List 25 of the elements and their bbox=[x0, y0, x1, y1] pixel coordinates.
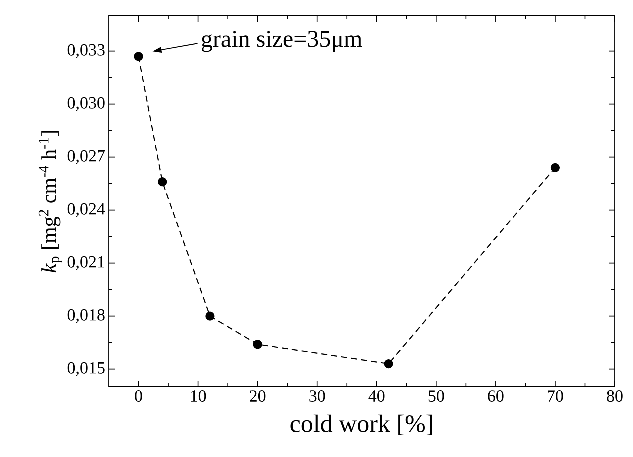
y-tick-label: 0,030 bbox=[68, 97, 105, 112]
point bbox=[550, 163, 560, 172]
point bbox=[134, 52, 144, 62]
x-tick-label: 80 bbox=[607, 390, 623, 402]
annotation: grain size=35μm bbox=[202, 31, 362, 52]
x-tick-label: 20 bbox=[250, 390, 266, 402]
y-tick-label: 0,018 bbox=[68, 309, 105, 324]
x-tick-label: 70 bbox=[548, 390, 564, 402]
x-axis-title: cold work [%] bbox=[290, 414, 432, 436]
y-tick-label: 0,024 bbox=[68, 203, 106, 218]
x-tick-label: 10 bbox=[191, 390, 206, 402]
x-tick-label: 30 bbox=[310, 390, 326, 402]
x-tick-label: 50 bbox=[428, 390, 444, 402]
text: k$_{p}$ [mg$^{2}$ cm$^{-4}$ h$^{-1}$] bbox=[38, 131, 62, 273]
x-tick-label: 40 bbox=[368, 390, 385, 402]
y-tick-label: 0,027 bbox=[68, 150, 105, 164]
point bbox=[253, 340, 262, 350]
x-tick-label: 60 bbox=[488, 390, 504, 402]
x-tick-label: 0 bbox=[135, 390, 142, 402]
y-tick-label: 0,015 bbox=[68, 362, 105, 376]
y-tick-label: 0,021 bbox=[68, 256, 104, 270]
y-tick-label: 0,033 bbox=[68, 44, 105, 58]
point bbox=[206, 312, 215, 321]
point bbox=[158, 178, 168, 187]
point bbox=[384, 359, 394, 369]
